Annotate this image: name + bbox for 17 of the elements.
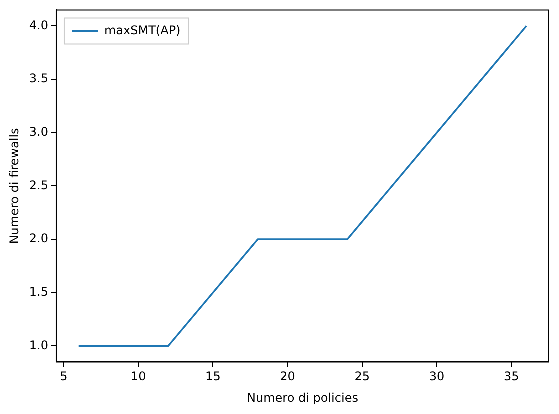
- y-tick-label: 3.0: [29, 124, 48, 139]
- x-tick-label: 30: [429, 370, 445, 384]
- x-tick-label: 20: [280, 370, 296, 384]
- x-tick-label: 5: [60, 370, 68, 384]
- y-tick-label: 1.0: [29, 338, 48, 352]
- y-tick-label: 2.5: [29, 178, 48, 192]
- y-tick-label: 1.5: [29, 284, 48, 299]
- x-axis-title: Numero di policies: [247, 390, 358, 405]
- x-tick-label: 35: [504, 370, 520, 384]
- x-tick-label: 15: [206, 370, 221, 384]
- y-tick-label: 3.5: [29, 72, 48, 86]
- legend-label: maxSMT(AP): [104, 23, 181, 38]
- y-tick-label: 4.0: [29, 18, 48, 32]
- x-tick-label: 10: [130, 370, 146, 384]
- y-tick-label: 2.0: [29, 232, 48, 246]
- y-axis-title: Numero di firewalls: [7, 128, 22, 244]
- x-tick-label: 25: [354, 370, 370, 384]
